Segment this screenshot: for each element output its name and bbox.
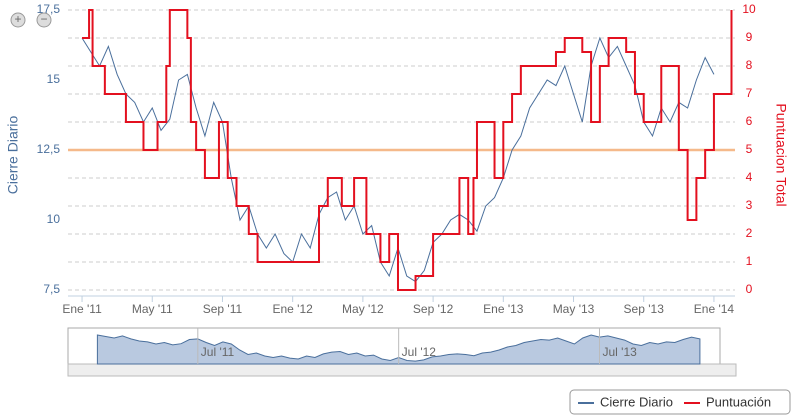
y2-tick-label: 6 xyxy=(746,114,753,128)
navigator-tick-label: Jul '13 xyxy=(602,345,637,359)
y2-tick-label: 7 xyxy=(746,86,753,100)
y-tick-label: 7,5 xyxy=(43,282,60,296)
x-tick-label: Ene '13 xyxy=(483,302,524,316)
x-tick-label: May '11 xyxy=(132,302,173,316)
navigator-area xyxy=(96,334,701,365)
svg-text:+: + xyxy=(14,12,21,26)
x-tick-label: May '12 xyxy=(342,302,384,316)
svg-text:−: − xyxy=(40,12,47,26)
legend-label: Puntuación xyxy=(706,394,771,409)
navigator-tick-label: Jul '11 xyxy=(201,345,235,359)
x-tick-label: May '13 xyxy=(553,302,595,316)
y-tick-label: 15 xyxy=(47,72,61,86)
x-tick-label: Ene '14 xyxy=(694,302,735,316)
y2-tick-label: 5 xyxy=(746,142,753,156)
legend xyxy=(569,389,791,415)
y2-tick-label: 4 xyxy=(746,170,753,184)
x-tick-label: Sep '13 xyxy=(624,302,665,316)
y2-axis-title: Puntuacion Total xyxy=(773,103,789,206)
navigator-tick-label: Jul '12 xyxy=(402,345,437,359)
line-series xyxy=(82,9,733,291)
y2-tick-label: 0 xyxy=(746,282,753,296)
y2-tick-label: 1 xyxy=(746,254,753,268)
y2-tick-label: 10 xyxy=(742,2,756,16)
y-tick-label: 12,5 xyxy=(37,142,61,156)
y2-tick-label: 3 xyxy=(746,198,753,212)
x-tick-label: Sep '12 xyxy=(413,302,454,316)
legend-label: Cierre Diario xyxy=(600,394,673,409)
y2-tick-label: 2 xyxy=(746,226,753,240)
x-tick-label: Ene '11 xyxy=(62,302,102,316)
y-tick-label: 17,5 xyxy=(37,2,61,16)
scrollbar[interactable] xyxy=(67,363,737,377)
y2-tick-label: 9 xyxy=(746,30,753,44)
x-tick-label: Ene '12 xyxy=(273,302,314,316)
x-tick-label: Sep '11 xyxy=(203,302,243,316)
y2-tick-label: 8 xyxy=(746,58,753,72)
y-axis-title: Cierre Diario xyxy=(5,116,21,195)
zoom-icons[interactable]: + − xyxy=(10,12,52,28)
y-tick-label: 10 xyxy=(47,212,61,226)
